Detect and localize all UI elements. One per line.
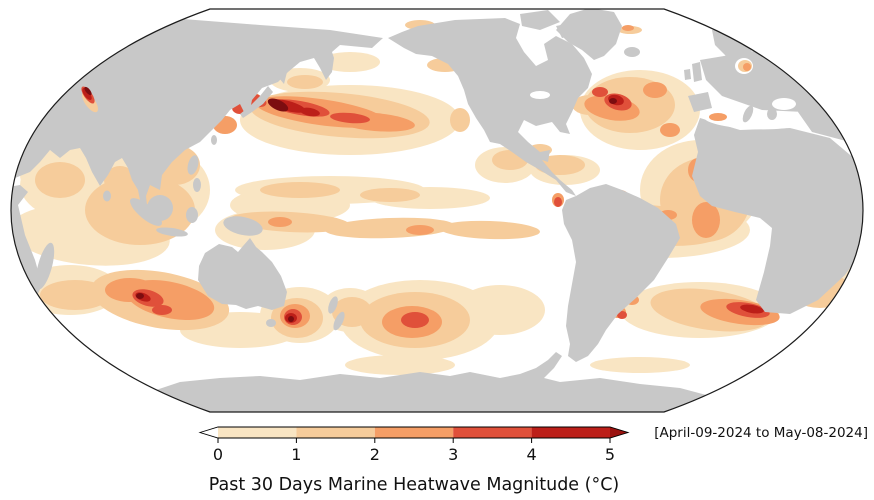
great-lakes <box>530 91 550 99</box>
colorbar-segment-0-1 <box>218 427 297 438</box>
island-italy <box>742 105 754 123</box>
island-java <box>156 227 188 237</box>
island-sakhalin <box>278 60 287 84</box>
island-borneo <box>147 195 173 221</box>
colorbar-tick-labels: 0 1 2 3 4 5 <box>213 445 615 464</box>
colorbar: 0 1 2 3 4 5 Past 30 Days Marine Heatwave… <box>198 426 630 495</box>
tick-label-4: 4 <box>527 445 537 464</box>
island-philippines-north <box>187 155 199 175</box>
tick-label-1: 1 <box>291 445 301 464</box>
tick-label-0: 0 <box>213 445 223 464</box>
island-new-guinea <box>223 216 263 236</box>
island-japan <box>240 86 273 118</box>
continent-antarctica <box>100 352 730 412</box>
colorbar-segment-2-3 <box>374 427 454 438</box>
island-madagascar <box>35 242 55 290</box>
mediterranean-land <box>742 105 777 123</box>
continent-australia <box>198 238 287 310</box>
tick-label-3: 3 <box>448 445 458 464</box>
island-iceland <box>624 47 640 57</box>
world-map <box>10 8 864 413</box>
island-tasmania <box>266 319 276 327</box>
date-range-annotation: [April-09-2024 to May-08-2024] <box>654 425 868 441</box>
island-greenland <box>556 9 622 60</box>
heatwave-extreme-blobs <box>136 98 617 322</box>
colorbar-segment-3-4 <box>453 427 532 438</box>
island-sulawesi <box>186 207 198 223</box>
tick-label-5: 5 <box>605 445 615 464</box>
continent-north-america <box>388 18 592 196</box>
island-new-zealand-north <box>328 296 338 314</box>
colorbar-ticks <box>217 438 611 443</box>
colorbar-over-arrow <box>610 427 628 438</box>
colorbar-under-arrow <box>200 427 218 438</box>
inland-heatwaves <box>81 60 752 121</box>
continent-africa <box>692 118 863 314</box>
island-sri-lanka <box>103 190 111 202</box>
colorbar-segment-4-5 <box>531 427 610 438</box>
black-sea <box>772 98 796 110</box>
colorbar-label: Past 30 Days Marine Heatwave Magnitude (… <box>209 475 620 495</box>
map-outline <box>10 8 864 413</box>
island-greece <box>767 108 777 120</box>
continent-south-america <box>562 184 680 362</box>
island-philippines-south <box>193 178 201 192</box>
island-new-zealand-south <box>333 311 345 331</box>
tick-label-2: 2 <box>370 445 380 464</box>
colorbar-segment-1-2 <box>296 427 375 438</box>
island-taiwan <box>211 135 217 145</box>
